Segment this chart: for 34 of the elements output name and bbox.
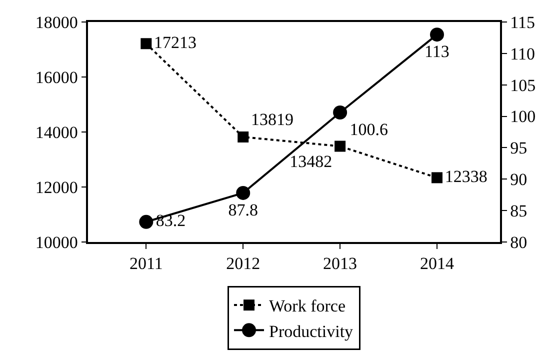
point xyxy=(333,106,348,120)
point xyxy=(430,28,444,42)
data-label: 12338 xyxy=(444,166,488,186)
data-label: 113 xyxy=(424,42,450,62)
y2-tick-label: 85 xyxy=(510,202,528,221)
point xyxy=(334,140,346,152)
y2-tick-label: 95 xyxy=(510,138,528,158)
y2-tick-label: 80 xyxy=(510,232,528,252)
legend-label: Productivity xyxy=(269,322,354,341)
y2-tick-label: 105 xyxy=(510,76,536,95)
y2-tick-label: 100 xyxy=(510,107,536,126)
y-tick-label: 14000 xyxy=(35,122,78,142)
y-tick-label: 18000 xyxy=(35,12,78,32)
data-label: 13819 xyxy=(250,110,294,129)
x-tick-label: 2012 xyxy=(226,254,260,274)
y-tick-label: 10000 xyxy=(35,232,78,252)
legend-label: Work force xyxy=(269,296,346,316)
y2-tick-label: 110 xyxy=(510,44,536,64)
point xyxy=(236,186,250,200)
data-label: 17213 xyxy=(154,32,197,52)
y2-tick-label: 90 xyxy=(510,170,528,190)
data-label: 100.6 xyxy=(350,120,388,140)
y-tick-label: 16000 xyxy=(35,68,78,87)
x-tick-label: 2014 xyxy=(420,254,454,274)
point xyxy=(140,38,152,50)
y-tick-label: 12000 xyxy=(35,178,78,197)
data-label: 13482 xyxy=(290,152,332,171)
y2-tick-label: 115 xyxy=(510,12,536,32)
data-label: 87.8 xyxy=(228,200,258,220)
point xyxy=(431,172,442,184)
point xyxy=(238,131,249,142)
x-tick-label: 2013 xyxy=(323,254,358,274)
x-tick-label: 2011 xyxy=(129,254,163,274)
point xyxy=(139,214,154,229)
